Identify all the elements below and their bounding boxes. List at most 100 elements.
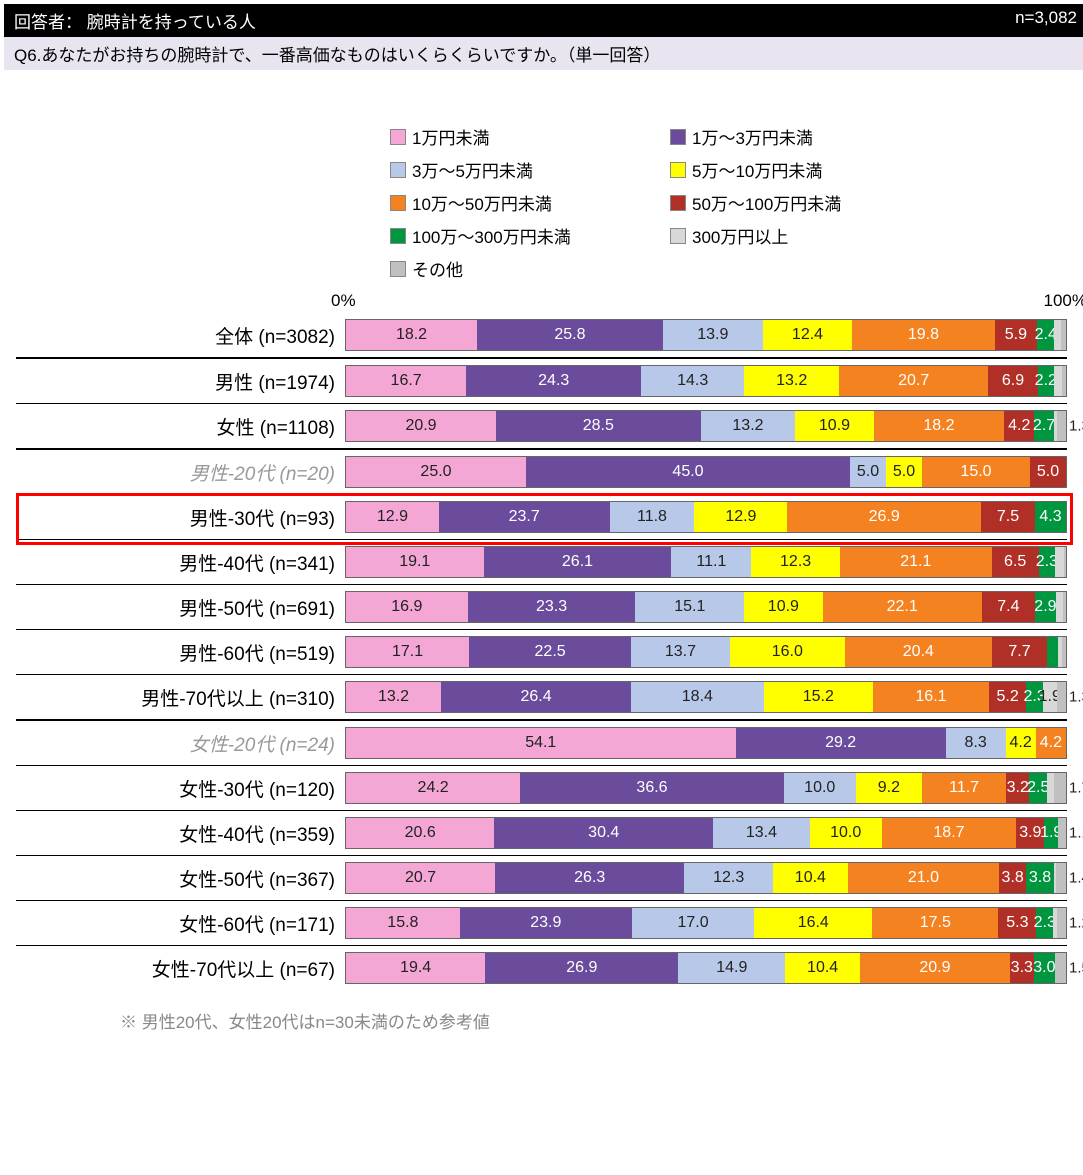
bar-segment bbox=[1063, 592, 1066, 622]
bar-segment bbox=[1056, 592, 1063, 622]
legend-swatch bbox=[390, 129, 406, 145]
bar-segment: 6.9 bbox=[988, 366, 1038, 396]
bar-segment: 1.9 bbox=[1043, 682, 1057, 712]
bar-segment: 4.2 bbox=[1004, 411, 1034, 441]
bar-segment: 22.5 bbox=[469, 637, 631, 667]
bar-segment: 23.9 bbox=[460, 908, 632, 938]
sample-size: n=3,082 bbox=[1015, 8, 1077, 33]
bar-segment: 5.3 bbox=[998, 908, 1036, 938]
bar-area: 20.630.413.410.018.73.91.9 bbox=[345, 817, 1067, 849]
bar-segment bbox=[1064, 547, 1066, 577]
row-label: 女性-50代 (n=367) bbox=[10, 865, 345, 892]
bar-segment: 13.9 bbox=[663, 320, 763, 350]
bar-segment: 12.9 bbox=[694, 502, 787, 532]
bar-segment: 2.2 bbox=[1038, 366, 1054, 396]
bar-segment: 19.4 bbox=[346, 953, 485, 983]
bar-segment: 10.4 bbox=[785, 953, 860, 983]
bar-segment: 21.0 bbox=[848, 863, 999, 893]
bar-segment: 15.0 bbox=[922, 457, 1030, 487]
bar-segment bbox=[1054, 773, 1066, 803]
bar-segment bbox=[1055, 547, 1064, 577]
chart-row: 女性-30代 (n=120)24.236.610.09.211.73.22.51… bbox=[10, 766, 1067, 810]
bar-area: 19.126.111.112.321.16.52.3 bbox=[345, 546, 1067, 578]
chart-container: 1万円未満1万～3万円未満3万～5万円未満5万～10万円未満10万～50万円未満… bbox=[4, 70, 1083, 1033]
overflow-label: 1.2 bbox=[1067, 915, 1083, 932]
row-label: 男性-20代 (n=20) bbox=[10, 459, 345, 486]
legend-swatch bbox=[390, 162, 406, 178]
bar-segment bbox=[1061, 320, 1066, 350]
row-label: 男性-60代 (n=519) bbox=[10, 639, 345, 666]
bar-segment: 2.9 bbox=[1035, 592, 1056, 622]
legend-label: 3万～5万円未満 bbox=[412, 157, 533, 182]
bar-segment: 2.4 bbox=[1037, 320, 1054, 350]
row-label: 全体 (n=3082) bbox=[10, 322, 345, 349]
row-label: 女性-60代 (n=171) bbox=[10, 910, 345, 937]
bar-segment bbox=[1056, 863, 1066, 893]
bar-segment: 18.2 bbox=[874, 411, 1005, 441]
axis-min: 0% bbox=[331, 291, 356, 311]
legend-swatch bbox=[670, 195, 686, 211]
bar-segment: 10.4 bbox=[773, 863, 848, 893]
bar-segment: 13.2 bbox=[701, 411, 796, 441]
bar-segment: 2.7 bbox=[1034, 411, 1053, 441]
legend-label: その他 bbox=[412, 256, 463, 281]
legend-item: 300万円以上 bbox=[670, 219, 950, 252]
legend-swatch bbox=[390, 195, 406, 211]
chart-rows: 全体 (n=3082)18.225.813.912.419.85.92.4男性 … bbox=[10, 313, 1067, 990]
bar-segment: 26.3 bbox=[495, 863, 684, 893]
legend-label: 50万～100万円未満 bbox=[692, 190, 841, 215]
bar-segment: 16.4 bbox=[754, 908, 872, 938]
bar-segment bbox=[1062, 366, 1066, 396]
bar-segment: 5.0 bbox=[886, 457, 922, 487]
bar-segment: 23.7 bbox=[439, 502, 610, 532]
bar-segment: 15.1 bbox=[635, 592, 744, 622]
bar-segment: 26.9 bbox=[787, 502, 981, 532]
bar-segment: 24.3 bbox=[466, 366, 641, 396]
bar-segment: 17.0 bbox=[632, 908, 754, 938]
legend-label: 100万～300万円未満 bbox=[412, 223, 571, 248]
bar-area: 12.923.711.812.926.97.54.3 bbox=[345, 501, 1067, 533]
legend-label: 1万～3万円未満 bbox=[692, 124, 813, 149]
bar-segment: 36.6 bbox=[520, 773, 784, 803]
bar-segment: 2.3 bbox=[1039, 547, 1056, 577]
bar-segment: 26.4 bbox=[441, 682, 631, 712]
bar-segment: 7.5 bbox=[981, 502, 1035, 532]
bar-segment: 20.9 bbox=[860, 953, 1010, 983]
chart-row: 女性-40代 (n=359)20.630.413.410.018.73.91.9… bbox=[10, 811, 1067, 855]
bar-segment: 11.7 bbox=[922, 773, 1006, 803]
row-label: 女性-40代 (n=359) bbox=[10, 820, 345, 847]
bar-segment bbox=[1058, 818, 1066, 848]
bar-segment: 2.5 bbox=[1029, 773, 1047, 803]
header-bar: 回答者： 腕時計を持っている人 n=3,082 bbox=[4, 4, 1083, 37]
bar-segment: 4.2 bbox=[1006, 728, 1036, 758]
bar-segment: 11.8 bbox=[610, 502, 695, 532]
bar-segment: 4.3 bbox=[1035, 502, 1066, 532]
bar-segment: 25.0 bbox=[346, 457, 526, 487]
bar-segment: 7.7 bbox=[992, 637, 1047, 667]
bar-segment: 3.0 bbox=[1034, 953, 1056, 983]
chart-row: 女性-50代 (n=367)20.726.312.310.421.03.83.8… bbox=[10, 856, 1067, 900]
bar-segment: 15.2 bbox=[764, 682, 873, 712]
bar-segment: 9.2 bbox=[856, 773, 922, 803]
legend-item: 10万～50万円未満 bbox=[390, 186, 670, 219]
bar-area: 25.045.05.05.015.05.0 bbox=[345, 456, 1067, 488]
row-label: 女性-20代 (n=24) bbox=[10, 730, 345, 757]
chart-row: 男性-30代 (n=93)12.923.711.812.926.97.54.3 bbox=[10, 495, 1067, 539]
footnote: ※ 男性20代、女性20代はn=30未満のため参考値 bbox=[120, 1008, 1067, 1033]
bar-segment bbox=[1057, 682, 1066, 712]
bar-segment: 8.3 bbox=[946, 728, 1006, 758]
bar-segment: 17.5 bbox=[872, 908, 998, 938]
bar-segment: 20.7 bbox=[839, 366, 988, 396]
chart-row: 男性-50代 (n=691)16.923.315.110.922.17.42.9 bbox=[10, 585, 1067, 629]
bar-segment: 23.3 bbox=[468, 592, 636, 622]
bar-segment: 12.3 bbox=[751, 547, 840, 577]
bar-area: 20.726.312.310.421.03.83.8 bbox=[345, 862, 1067, 894]
legend-label: 10万～50万円未満 bbox=[412, 190, 552, 215]
bar-segment: 10.0 bbox=[784, 773, 856, 803]
bar-segment: 21.1 bbox=[840, 547, 992, 577]
bar-segment bbox=[1054, 366, 1062, 396]
bar-segment: 1.9 bbox=[1044, 818, 1058, 848]
bar-segment: 22.1 bbox=[823, 592, 982, 622]
chart-row: 男性-40代 (n=341)19.126.111.112.321.16.52.3 bbox=[10, 540, 1067, 584]
bar-segment: 12.3 bbox=[684, 863, 773, 893]
